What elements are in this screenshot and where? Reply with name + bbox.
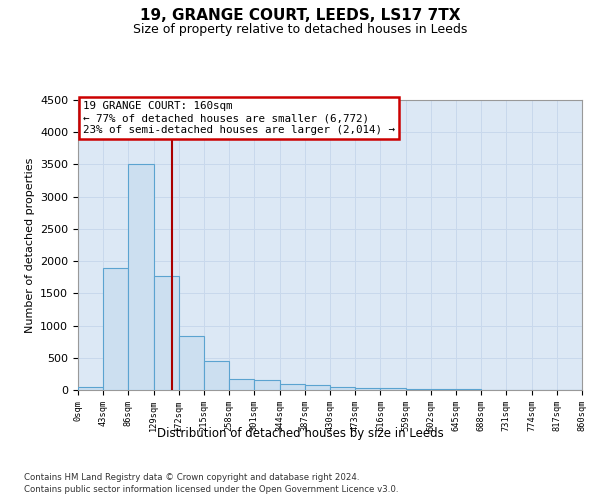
Bar (103, 268, 128, 390)
Text: Contains HM Land Registry data © Crown copyright and database right 2024.: Contains HM Land Registry data © Crown c… (24, 472, 359, 482)
Bar (204, 361, 229, 390)
Bar (78, 387, 103, 390)
Bar (154, 276, 179, 390)
Bar (406, 389, 431, 390)
Text: 19 GRANGE COURT: 160sqm
← 77% of detached houses are smaller (6,772)
23% of semi: 19 GRANGE COURT: 160sqm ← 77% of detache… (83, 102, 395, 134)
Text: Distribution of detached houses by size in Leeds: Distribution of detached houses by size … (157, 428, 443, 440)
Bar (280, 384, 305, 390)
Bar (330, 387, 355, 390)
Bar (254, 380, 280, 390)
Y-axis label: Number of detached properties: Number of detached properties (25, 158, 35, 332)
Bar (229, 379, 254, 390)
Bar (179, 336, 204, 390)
Bar (305, 386, 330, 390)
Text: 19, GRANGE COURT, LEEDS, LS17 7TX: 19, GRANGE COURT, LEEDS, LS17 7TX (140, 8, 460, 22)
Text: Size of property relative to detached houses in Leeds: Size of property relative to detached ho… (133, 22, 467, 36)
Bar (380, 388, 406, 390)
Bar (355, 388, 380, 390)
Text: Contains public sector information licensed under the Open Government Licence v3: Contains public sector information licen… (24, 485, 398, 494)
Bar (128, 164, 154, 390)
